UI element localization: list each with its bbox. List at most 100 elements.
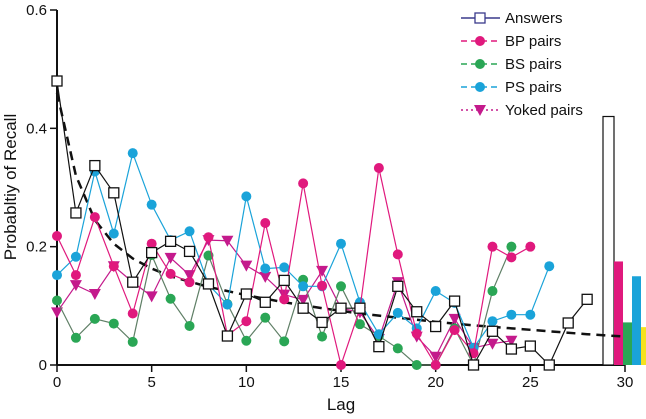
legend-marker-bp-pairs xyxy=(475,36,485,46)
point-bp-pairs xyxy=(108,261,119,272)
point-answers xyxy=(543,359,555,371)
point-answers xyxy=(562,317,574,329)
x-tick-label: 0 xyxy=(53,374,61,391)
legend-item-bs-pairs: BS pairs xyxy=(461,56,562,73)
legend-label-bs-pairs: BS pairs xyxy=(505,56,562,73)
point-answers xyxy=(51,75,63,87)
point-ps-pairs xyxy=(525,309,536,320)
point-bp-pairs xyxy=(506,252,517,263)
point-bp-pairs xyxy=(127,308,138,319)
point-bp-pairs xyxy=(260,218,271,228)
point-ps-pairs xyxy=(260,263,271,274)
point-yoked-pairs xyxy=(505,335,518,347)
legend-marker-ps-pairs xyxy=(475,82,485,92)
point-bs-pairs xyxy=(336,281,346,292)
point-bp-pairs xyxy=(70,270,81,281)
point-ps-pairs xyxy=(430,286,441,297)
point-answers xyxy=(524,340,536,352)
point-yoked-pairs xyxy=(240,260,253,272)
point-yoked-pairs xyxy=(316,265,329,277)
point-bp-pairs xyxy=(449,325,460,336)
legend-item-ps-pairs: PS pairs xyxy=(461,79,562,96)
point-yoked-pairs xyxy=(145,291,158,303)
point-bs-pairs xyxy=(392,343,403,354)
point-bs-pairs xyxy=(52,295,62,306)
point-ps-pairs xyxy=(52,270,62,281)
legend-label-ps-pairs: PS pairs xyxy=(505,79,562,96)
point-bs-pairs xyxy=(411,360,422,370)
point-ps-pairs xyxy=(298,281,309,292)
y-tick-label: 0.2 xyxy=(26,239,47,256)
point-answers xyxy=(127,276,139,288)
point-bp-pairs xyxy=(52,231,62,242)
point-answers xyxy=(448,295,461,307)
point-answers xyxy=(259,296,271,308)
legend-item-answers: Answers xyxy=(461,10,563,27)
legend-item-bp-pairs: BP pairs xyxy=(461,33,561,50)
point-answers xyxy=(221,330,234,342)
point-answers xyxy=(278,274,290,287)
point-ps-pairs xyxy=(108,228,119,239)
point-ps-pairs xyxy=(184,226,195,237)
point-yoked-pairs xyxy=(88,289,101,300)
point-answers xyxy=(392,280,404,292)
point-bs-pairs xyxy=(70,332,81,343)
point-answers xyxy=(354,302,366,314)
point-bs-pairs xyxy=(127,336,138,347)
point-answers xyxy=(108,187,120,199)
x-tick-label: 15 xyxy=(333,374,350,391)
point-answers xyxy=(70,207,82,219)
x-tick-label: 20 xyxy=(427,374,444,391)
point-bp-pairs xyxy=(487,241,498,252)
point-bs-pairs xyxy=(354,319,365,330)
point-bp-pairs xyxy=(392,249,403,260)
point-ps-pairs xyxy=(506,309,517,320)
series-line-bp-pairs xyxy=(56,167,531,368)
point-answers xyxy=(240,288,252,300)
legend-item-yoked-pairs: Yoked pairs xyxy=(461,102,583,119)
legend-marker-yoked-pairs xyxy=(474,105,486,116)
ticks: 0 5 10 15 20 25 30 0 0.2 0.4 0.6 xyxy=(26,2,633,391)
summary-bar-yoked-pairs xyxy=(641,327,646,365)
point-bp-pairs xyxy=(298,178,309,189)
point-answers xyxy=(335,302,347,314)
series-answers xyxy=(51,75,593,371)
point-bs-pairs xyxy=(487,286,498,297)
legend-marker-answers xyxy=(474,12,486,24)
point-ps-pairs xyxy=(70,251,81,262)
point-answers xyxy=(202,278,215,290)
point-ps-pairs xyxy=(127,148,138,159)
y-tick-label: 0.4 xyxy=(26,120,47,137)
point-answers xyxy=(486,325,499,337)
point-yoked-pairs xyxy=(259,271,272,283)
x-tick-label: 30 xyxy=(617,374,634,391)
point-ps-pairs xyxy=(279,262,290,273)
point-bs-pairs xyxy=(184,320,195,331)
point-bp-pairs xyxy=(279,294,290,305)
point-answers xyxy=(373,341,385,353)
point-yoked-pairs xyxy=(51,307,63,319)
x-tick-label: 25 xyxy=(522,374,539,391)
legend-marker-bs-pairs xyxy=(475,59,485,69)
point-yoked-pairs xyxy=(486,338,499,350)
summary-bar-answers xyxy=(602,115,615,366)
point-yoked-pairs xyxy=(69,280,82,292)
point-answers xyxy=(316,316,328,329)
summary-bars xyxy=(602,115,646,366)
y-axis-title: Probabltiy of Recall xyxy=(1,114,20,260)
point-answers xyxy=(146,246,158,259)
series-layer xyxy=(51,75,593,371)
point-yoked-pairs xyxy=(297,294,310,306)
summary-bar-ps-pairs xyxy=(632,276,641,365)
point-ps-pairs xyxy=(392,307,403,318)
point-bs-pairs xyxy=(89,313,100,324)
point-answers xyxy=(183,245,196,258)
point-ps-pairs xyxy=(241,191,252,202)
point-bp-pairs xyxy=(89,212,100,223)
point-bp-pairs xyxy=(241,316,252,327)
point-yoked-pairs xyxy=(164,252,177,264)
x-tick-label: 5 xyxy=(147,374,155,391)
point-bs-pairs xyxy=(279,336,290,347)
point-yoked-pairs xyxy=(221,235,234,247)
point-ps-pairs xyxy=(222,299,233,310)
